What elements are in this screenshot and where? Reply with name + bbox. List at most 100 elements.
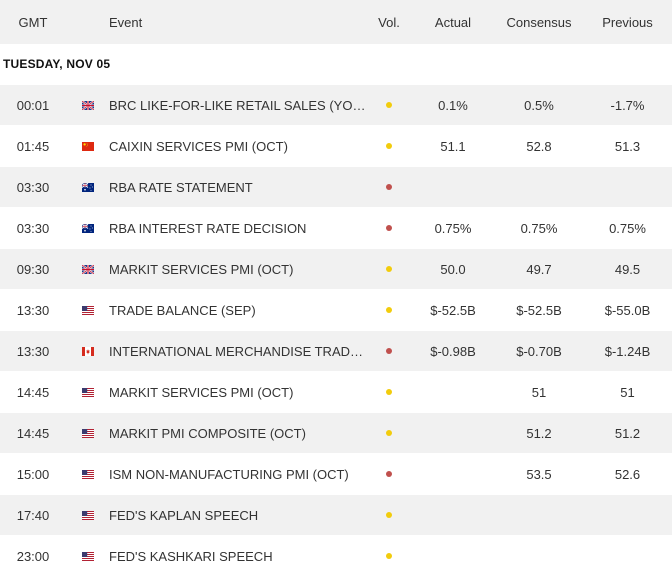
event-time: 23:00 [16,548,50,564]
consensus-value: 53.5 [526,466,552,482]
event-list: 00:01 BRC LIKE-FOR-LIKE RETAIL SALES (YOY… [0,84,672,576]
table-row[interactable]: 13:30 TRADE BALANCE (SEP) $-52.5B $-52.5B $-… [0,289,672,330]
previous-value: 0.75% [609,220,646,236]
volatility-indicator [386,348,392,354]
event-time: 14:45 [16,425,50,441]
volatility-dot-icon [367,512,411,518]
usa-flag-icon [66,305,109,315]
volatility-indicator [386,389,392,395]
volatility-indicator [386,266,392,272]
actual-value: $-52.5B [430,302,476,318]
event-name[interactable]: RBA RATE STATEMENT [109,179,253,195]
previous-value: $-1.24B [604,343,651,359]
column-header-vol[interactable]: Vol. [378,14,400,30]
consensus-value: 49.7 [526,261,552,277]
uk-flag-icon [66,264,109,274]
usa-flag-icon [66,469,109,479]
volatility-indicator [386,143,392,149]
table-row[interactable]: 15:00 ISM NON-MANUFACTURING PMI (OCT) 53.5… [0,453,672,494]
previous-value: 52.6 [614,466,641,482]
event-name[interactable]: CAIXIN SERVICES PMI (OCT) [109,138,288,154]
actual-value: $-0.98B [430,343,476,359]
table-row[interactable]: 00:01 BRC LIKE-FOR-LIKE RETAIL SALES (YOY… [0,84,672,125]
usa-flag-icon [66,387,109,397]
consensus-value: $-0.70B [516,343,562,359]
volatility-dot-icon [367,553,411,559]
consensus-value: 52.8 [526,138,552,154]
event-name[interactable]: FED'S KAPLAN SPEECH [109,507,259,523]
event-time: 13:30 [16,343,50,359]
volatility-dot-icon [367,184,411,190]
consensus-value: 51.2 [526,425,552,441]
event-time: 13:30 [16,302,50,318]
date-group-label: TUESDAY, NOV 05 [0,44,672,84]
table-row[interactable]: 03:30 RBA INTEREST RATE DECISION 0.75% 0.75… [0,207,672,248]
volatility-dot-icon [367,307,411,313]
uk-flag-icon [66,100,109,110]
actual-value: 0.75% [434,220,472,236]
actual-value: 50.0 [440,261,466,277]
volatility-indicator [386,307,392,313]
volatility-indicator [386,430,392,436]
event-time: 01:45 [16,138,50,154]
volatility-dot-icon [367,348,411,354]
event-time: 03:30 [16,179,50,195]
volatility-indicator [386,512,392,518]
previous-value: $-55.0B [604,302,651,318]
column-header-consensus[interactable]: Consensus [506,14,572,30]
event-name[interactable]: FED'S KASHKARI SPEECH [109,548,273,564]
volatility-indicator [386,184,392,190]
volatility-indicator [386,225,392,231]
volatility-dot-icon [367,389,411,395]
column-header-actual[interactable]: Actual [434,14,472,30]
column-header-gmt[interactable]: GMT [18,14,48,30]
volatility-dot-icon [367,143,411,149]
canada-flag-icon [66,346,109,356]
event-name[interactable]: BRC LIKE-FOR-LIKE RETAIL SALES (YOY) ... [109,97,367,113]
previous-value: 51.2 [614,425,641,441]
event-name[interactable]: TRADE BALANCE (SEP) [109,302,256,318]
usa-flag-icon [66,510,109,520]
consensus-value: 0.5% [524,97,554,113]
volatility-indicator [386,471,392,477]
consensus-value: 51 [531,384,547,400]
china-flag-icon [66,141,109,151]
volatility-indicator [386,553,392,559]
event-name[interactable]: RBA INTEREST RATE DECISION [109,220,307,236]
event-time: 14:45 [16,384,50,400]
event-name[interactable]: MARKIT SERVICES PMI (OCT) [109,384,294,400]
volatility-dot-icon [367,225,411,231]
usa-flag-icon [66,428,109,438]
event-name[interactable]: ISM NON-MANUFACTURING PMI (OCT) [109,466,349,482]
consensus-value: $-52.5B [516,302,562,318]
table-header: GMT Event Vol. Actual Consensus Previous [0,0,672,44]
event-name[interactable]: MARKIT SERVICES PMI (OCT) [109,261,294,277]
volatility-dot-icon [367,266,411,272]
previous-value: 49.5 [614,261,641,277]
table-row[interactable]: 03:30 RBA RATE STATEMENT [0,166,672,207]
table-row[interactable]: 23:00 FED'S KASHKARI SPEECH [0,535,672,576]
table-row[interactable]: 14:45 MARKIT PMI COMPOSITE (OCT) 51.2 51.2 [0,412,672,453]
actual-value: 0.1% [438,97,468,113]
column-header-event[interactable]: Event [109,14,143,30]
event-time: 17:40 [16,507,50,523]
volatility-indicator [386,102,392,108]
table-row[interactable]: 13:30 INTERNATIONAL MERCHANDISE TRADE (..… [0,330,672,371]
volatility-dot-icon [367,102,411,108]
table-row[interactable]: 17:40 FED'S KAPLAN SPEECH [0,494,672,535]
consensus-value: 0.75% [520,220,558,236]
event-time: 09:30 [16,261,50,277]
table-row[interactable]: 01:45 CAIXIN SERVICES PMI (OCT) 51.1 52.8 51… [0,125,672,166]
event-name[interactable]: MARKIT PMI COMPOSITE (OCT) [109,425,306,441]
column-header-previous[interactable]: Previous [602,14,653,30]
actual-value: 51.1 [440,138,466,154]
table-row[interactable]: 09:30 MARKIT SERVICES PMI (OCT) 50.0 49.7 49… [0,248,672,289]
table-row[interactable]: 14:45 MARKIT SERVICES PMI (OCT) 51 51 [0,371,672,412]
event-time: 03:30 [16,220,50,236]
event-name[interactable]: INTERNATIONAL MERCHANDISE TRADE (... [109,343,367,359]
australia-flag-icon [66,182,109,192]
usa-flag-icon [66,551,109,561]
previous-value: 51 [620,384,635,400]
volatility-dot-icon [367,430,411,436]
